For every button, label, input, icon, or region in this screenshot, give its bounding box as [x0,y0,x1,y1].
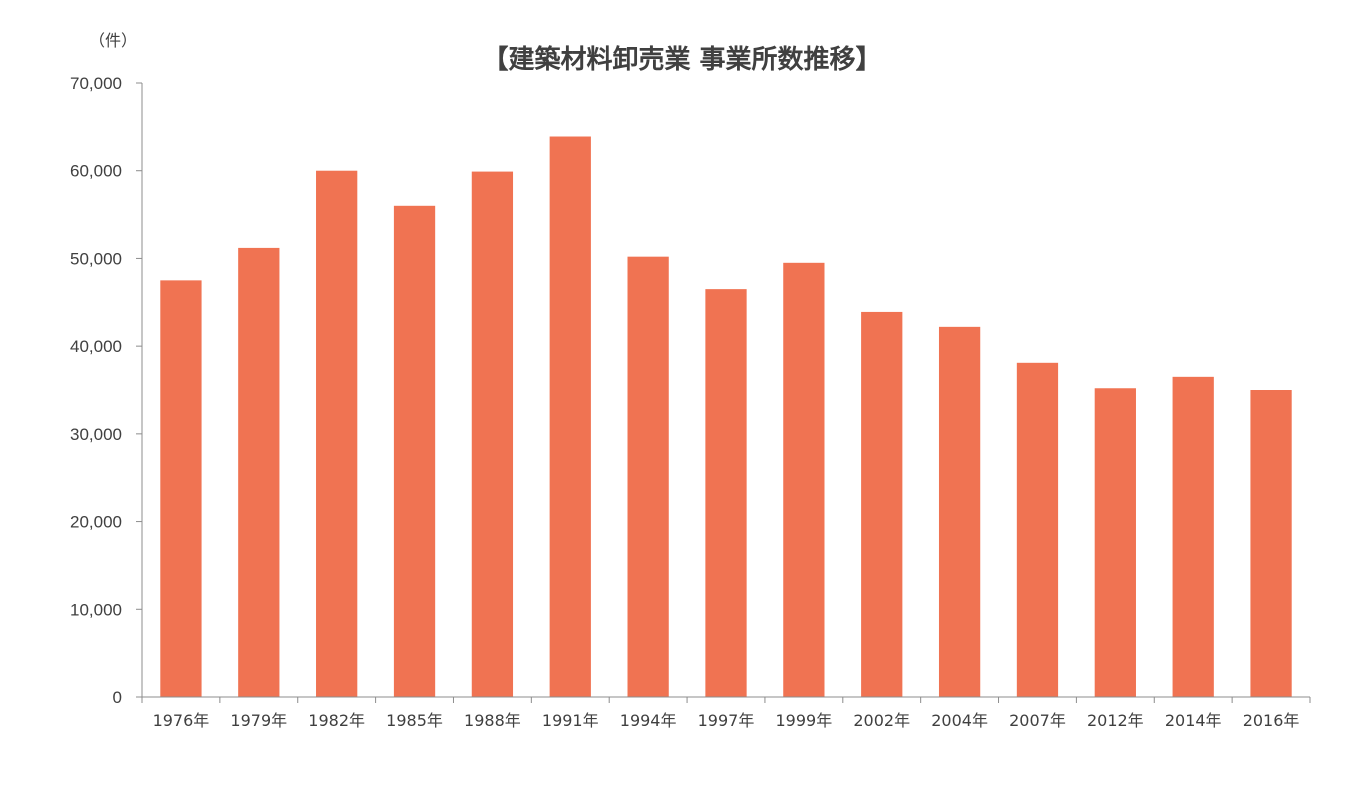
bar-2014年 [1172,376,1214,697]
y-tick-label: 60,000 [70,162,122,181]
bar-2007年 [1016,362,1059,697]
bar-1979年 [238,247,280,697]
x-category-label: 1988年 [464,711,521,730]
y-tick-label: 70,000 [70,74,122,93]
x-category-label: 1991年 [542,711,599,730]
x-category-label: 1999年 [775,711,832,730]
bar-1991年 [549,136,591,697]
y-tick-label: 50,000 [70,249,122,268]
bar-1976年 [160,280,202,697]
bar-1985年 [393,205,436,698]
x-category-label: 2002年 [853,711,910,730]
x-category-label: 2014年 [1165,711,1222,730]
x-category-label: 1982年 [308,711,365,730]
x-category-label: 1994年 [620,711,677,730]
bar-1982年 [316,170,358,697]
bar-2004年 [938,326,981,697]
x-category-label: 2004年 [931,711,988,730]
bar-1994年 [627,256,669,697]
bar-1999年 [783,262,825,697]
y-tick-label: 10,000 [70,600,122,619]
bar-2002年 [861,311,903,697]
x-category-label: 2016年 [1243,711,1300,730]
bar-1988年 [471,171,514,698]
x-category-label: 2007年 [1009,711,1066,730]
bar-2012年 [1094,388,1136,697]
y-tick-label: 20,000 [70,513,122,532]
x-category-label: 1985年 [386,711,443,730]
bar-1997年 [705,289,747,697]
y-tick-label: 30,000 [70,425,122,444]
bars-group [160,136,1292,698]
y-axis: 0 10,000 20,000 30,000 40,000 50,000 60,000 70,… [70,74,143,707]
y-tick-label: 0 [113,688,122,707]
x-category-label: 1976年 [153,711,210,730]
chart-title: 【建築材料卸売業 事業所数推移】 [482,44,881,75]
x-category-label: 1979年 [230,711,287,730]
x-category-label: 2012年 [1087,711,1144,730]
x-axis: 1976年 1979年 1982年 1985年 1988年 1991年 1994年 1997年… [141,696,1311,730]
y-tick-label: 40,000 [70,337,122,356]
bar-2016年 [1250,390,1292,697]
y-axis-unit-label: （件） [89,31,137,50]
x-category-label: 1997年 [698,711,755,730]
